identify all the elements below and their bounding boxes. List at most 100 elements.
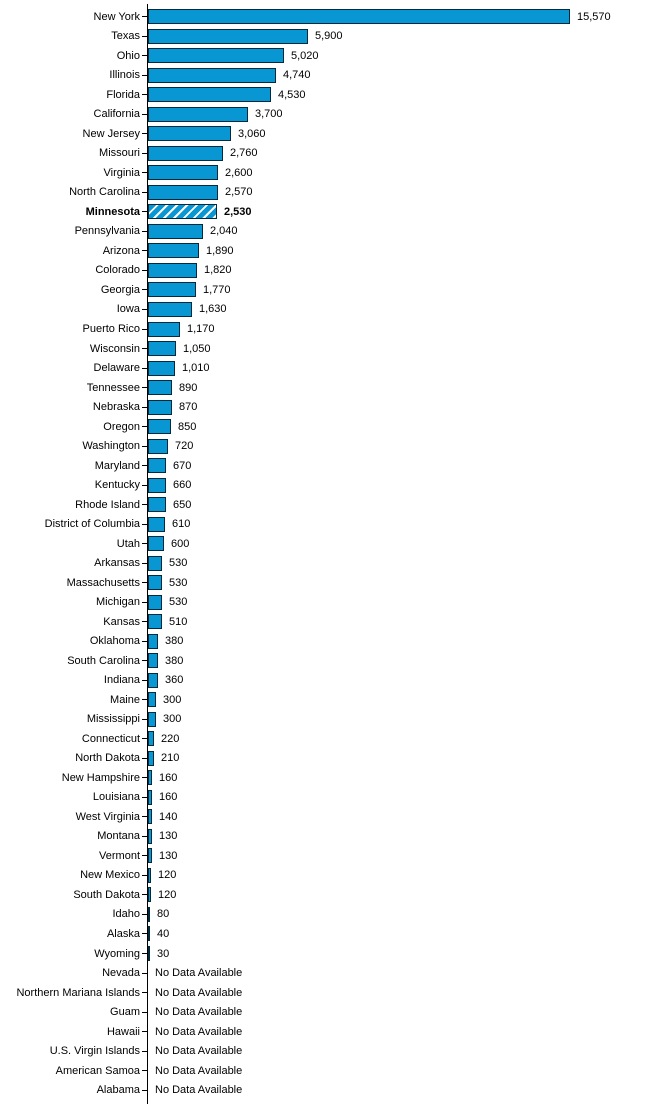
bar-track: 360 (147, 672, 650, 688)
value-label: 160 (159, 771, 178, 784)
chart-row: Northern Mariana Islands No Data Availab… (0, 983, 650, 1003)
bar (148, 106, 248, 122)
category-label: Tennessee (86, 381, 140, 394)
value-label: 2,760 (230, 147, 258, 160)
chart-row: Arizona 1,890 (0, 241, 650, 261)
value-label: 160 (159, 791, 178, 804)
bar (148, 887, 151, 903)
bar-track: 3,700 (147, 106, 650, 122)
category-label: Minnesota (85, 205, 140, 218)
bar (148, 848, 152, 864)
category-label: Iowa (116, 303, 140, 316)
value-label: 3,060 (238, 127, 266, 140)
axis-tick (142, 74, 147, 76)
chart-row: Oregon 850 (0, 417, 650, 437)
category-label: Puerto Rico (82, 323, 140, 335)
bar-track: 3,060 (147, 126, 650, 142)
bar-track: 160 (147, 770, 650, 786)
chart-row: Massachusetts 530 (0, 573, 650, 593)
value-label: 130 (159, 830, 178, 843)
category-label: Illinois (109, 69, 140, 82)
bar (148, 789, 152, 805)
chart-row: Wyoming 30 (0, 944, 650, 964)
bar (148, 926, 150, 942)
chart-row: California 3,700 (0, 105, 650, 125)
axis-tick (142, 523, 147, 525)
bar-track: 130 (147, 828, 650, 844)
category-label: Washington (82, 440, 140, 453)
value-label: 5,020 (291, 49, 319, 62)
axis-tick (142, 367, 147, 369)
category-label: Arizona (102, 244, 140, 257)
axis-tick (142, 640, 147, 642)
category-label: Rhode Island (75, 498, 140, 511)
value-label: No Data Available (155, 1045, 243, 1058)
value-label: No Data Available (155, 1064, 243, 1077)
chart-row: Wisconsin 1,050 (0, 339, 650, 359)
category-label: Arkansas (94, 557, 140, 570)
value-label: 850 (178, 420, 197, 433)
value-label: 3,700 (255, 108, 283, 121)
bar-track: 650 (147, 497, 650, 513)
category-label: Georgia (100, 283, 140, 296)
axis-tick (142, 1011, 147, 1013)
bar (148, 301, 192, 317)
axis-tick (142, 152, 147, 154)
chart-row: Arkansas 530 (0, 553, 650, 573)
bar (148, 692, 156, 708)
bar (148, 204, 217, 220)
bar (148, 419, 171, 435)
bar (148, 126, 231, 142)
chart-row: Florida 4,530 (0, 85, 650, 105)
bar-track: 1,890 (147, 243, 650, 259)
value-label: 300 (163, 713, 182, 726)
category-label: North Dakota (75, 752, 140, 765)
bar (148, 614, 162, 630)
bar (148, 243, 199, 259)
axis-tick (142, 504, 147, 506)
bar (148, 711, 156, 727)
axis-tick (142, 133, 147, 135)
chart-row: Tennessee 890 (0, 378, 650, 398)
bar-track: 2,040 (147, 223, 650, 239)
chart-row: North Carolina 2,570 (0, 183, 650, 203)
value-label: 530 (169, 557, 188, 570)
category-label: New Mexico (80, 869, 140, 882)
bar (148, 321, 180, 337)
category-label: Alaska (106, 927, 140, 940)
chart-row: New Hampshire 160 (0, 768, 650, 788)
category-label: District of Columbia (44, 518, 140, 531)
axis-tick (142, 406, 147, 408)
value-label: 120 (158, 869, 177, 882)
bar-track: 1,170 (147, 321, 650, 337)
value-label: 2,570 (225, 186, 253, 199)
chart-row: New Jersey 3,060 (0, 124, 650, 144)
axis-tick (142, 543, 147, 545)
value-label: 380 (165, 654, 184, 667)
axis-tick (142, 484, 147, 486)
chart-row: Nebraska 870 (0, 397, 650, 417)
value-label: 4,530 (278, 88, 306, 101)
bar-track: 610 (147, 516, 650, 532)
bar-track: 30 (147, 946, 650, 961)
value-label: 1,890 (206, 244, 234, 257)
chart-row: South Carolina 380 (0, 651, 650, 671)
axis-tick (142, 465, 147, 467)
chart-row: New York 15,570 (0, 7, 650, 27)
bar-track: No Data Available (147, 1026, 650, 1038)
value-label: 140 (159, 810, 178, 823)
category-label: Utah (116, 537, 140, 550)
bar (148, 262, 197, 278)
chart-row: South Dakota 120 (0, 885, 650, 905)
category-label: Colorado (95, 264, 140, 277)
bar-track: 300 (147, 692, 650, 708)
bar-track: 2,570 (147, 184, 650, 200)
bar (148, 536, 164, 552)
axis-tick (142, 679, 147, 681)
axis-tick (142, 621, 147, 623)
chart-row: Georgia 1,770 (0, 280, 650, 300)
category-label: West Virginia (75, 810, 140, 823)
value-label: 610 (172, 518, 191, 531)
bar (148, 438, 168, 454)
axis-tick (142, 835, 147, 837)
